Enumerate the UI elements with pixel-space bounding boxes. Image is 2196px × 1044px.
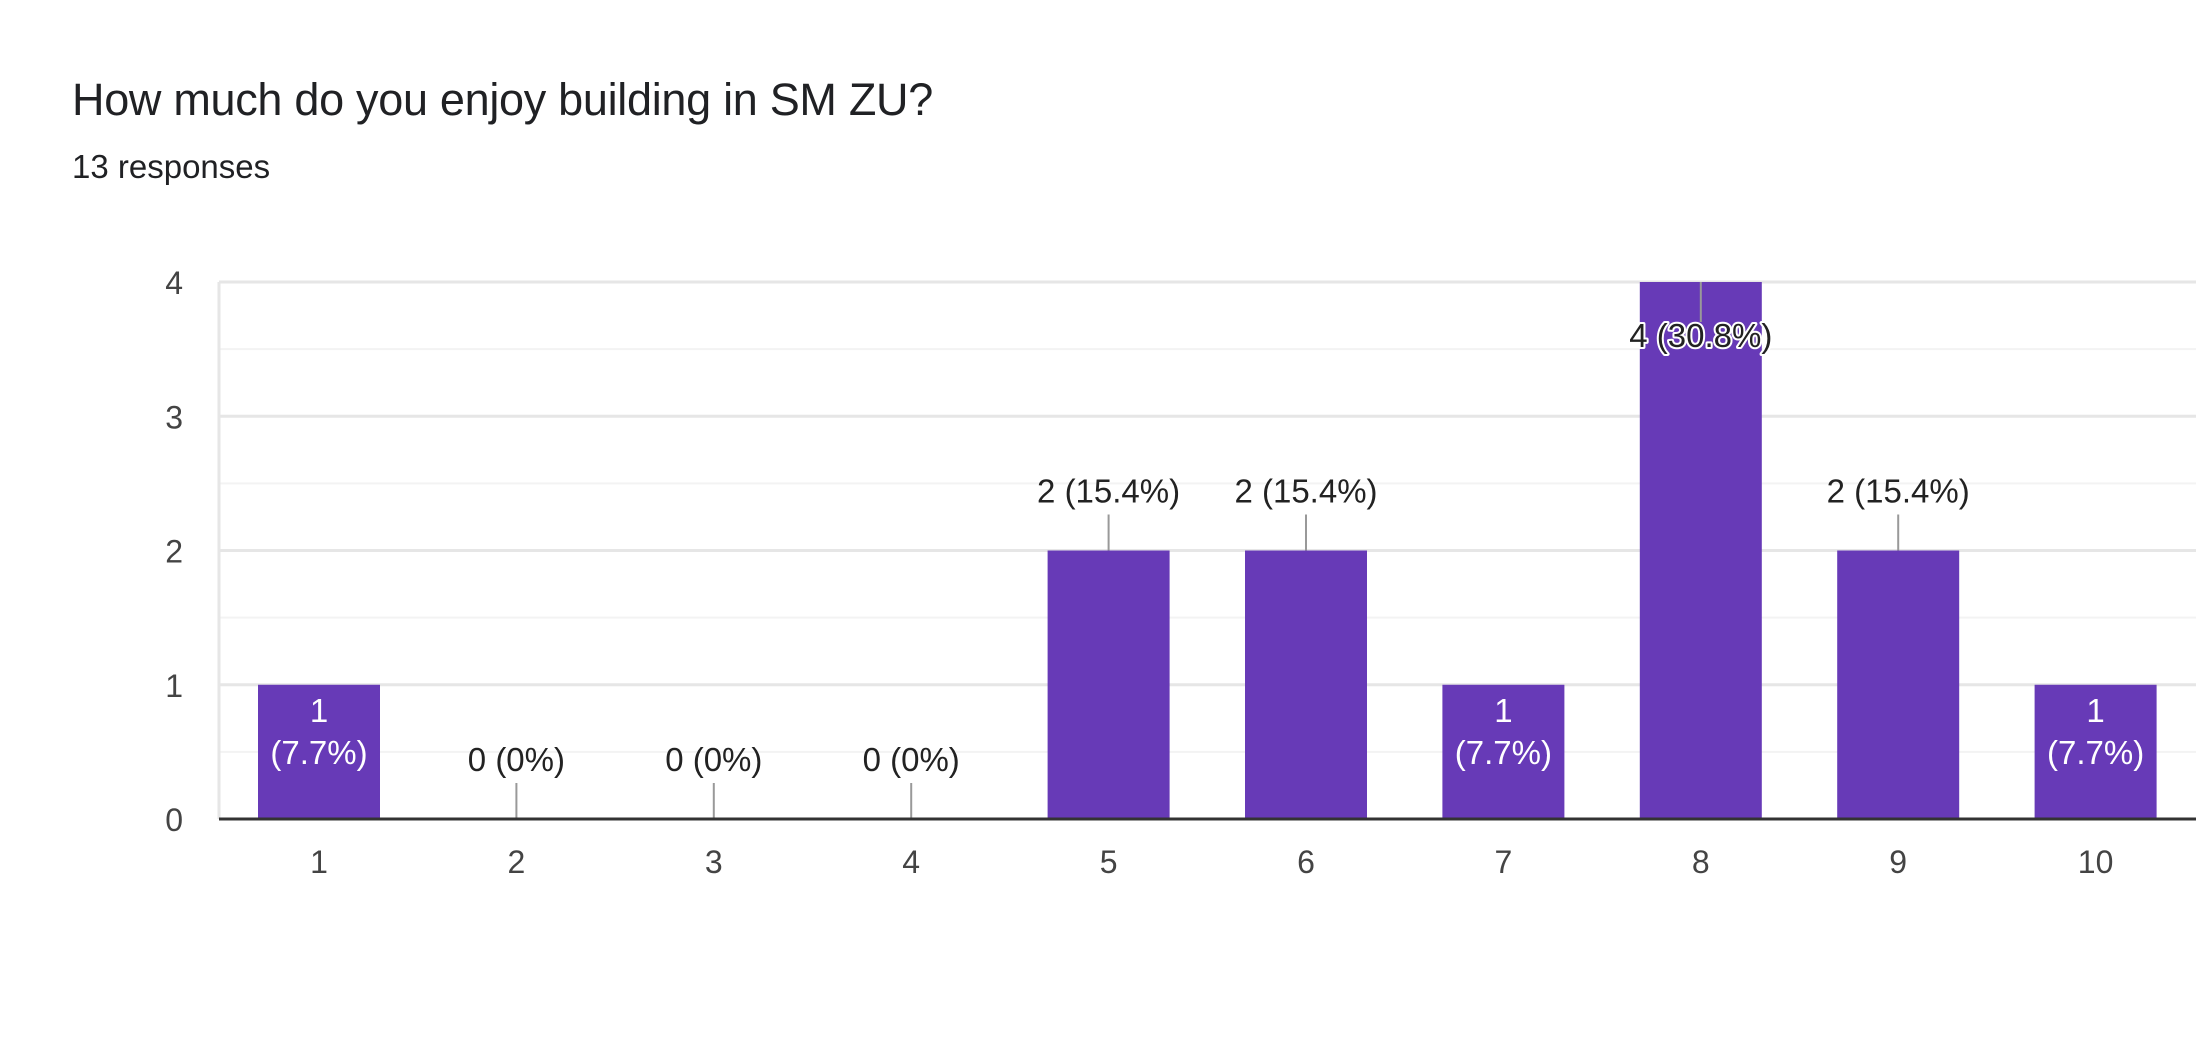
x-tick-label: 1 <box>310 844 328 880</box>
x-tick-label: 7 <box>1495 844 1513 880</box>
y-tick-label: 0 <box>165 802 183 838</box>
x-tick-label: 2 <box>508 844 526 880</box>
bar-data-label: 2 (15.4%) <box>1234 473 1377 510</box>
x-tick-label: 9 <box>1889 844 1907 880</box>
bar-data-label: 4 (30.8%) <box>1629 317 1772 354</box>
bar-10 <box>2034 684 2157 819</box>
responses-count: 13 responses <box>72 148 271 185</box>
x-tick-label: 6 <box>1297 844 1315 880</box>
bar-data-label: 0 (0%) <box>863 741 960 778</box>
bar-data-label: 1 (7.7%) <box>2047 692 2144 771</box>
bar-data-label: 2 (15.4%) <box>1827 473 1970 510</box>
bar-data-label-line: (7.7%) <box>1455 734 1552 771</box>
bar-1 <box>258 684 380 819</box>
y-tick-label: 3 <box>165 399 183 435</box>
bar-data-label-line: 1 <box>310 692 328 729</box>
bar-data-label-line: (7.7%) <box>270 734 367 771</box>
y-tick-label: 1 <box>165 668 183 704</box>
bar-data-label-line: (7.7%) <box>2047 734 2144 771</box>
bar-data-label-line: 1 <box>2086 692 2104 729</box>
bar-data-label: 1 (7.7%) <box>1455 692 1552 771</box>
bar-9 <box>1837 550 1960 819</box>
x-tick-label: 8 <box>1692 844 1710 880</box>
question-title: How much do you enjoy building in SM ZU? <box>72 74 933 125</box>
bar-5 <box>1047 550 1170 819</box>
bar-data-label: 1 (7.7%) <box>270 692 367 771</box>
x-tick-label: 10 <box>2078 844 2114 880</box>
bar-8 <box>1639 282 1762 819</box>
bar-data-label: 0 (0%) <box>665 741 762 778</box>
bar-7 <box>1442 684 1565 819</box>
x-tick-label: 4 <box>902 844 920 880</box>
x-tick-label: 5 <box>1100 844 1118 880</box>
x-tick-label: 3 <box>705 844 723 880</box>
bar-6 <box>1245 550 1367 819</box>
bar-data-label: 2 (15.4%) <box>1037 473 1180 510</box>
y-tick-label: 4 <box>165 265 183 301</box>
y-tick-label: 2 <box>165 534 183 570</box>
bar-data-label-line: 1 <box>1494 692 1512 729</box>
bar-data-label: 0 (0%) <box>468 741 565 778</box>
